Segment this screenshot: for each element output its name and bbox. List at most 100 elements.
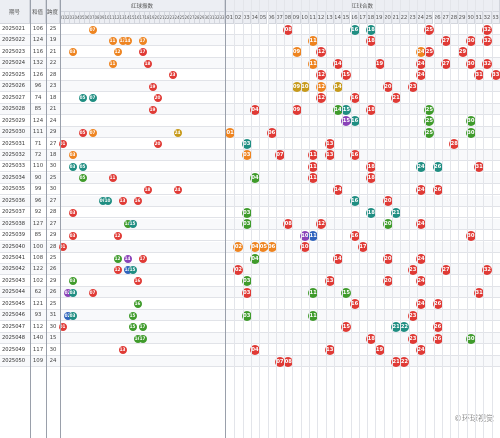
- ball-red-agg: 29: [457, 47, 468, 58]
- period-cell: 2025030: [2, 129, 26, 136]
- ball-red-agg: 24: [416, 161, 427, 172]
- col-header-a: 10: [105, 12, 110, 24]
- ball-red-dist: 17: [138, 36, 147, 45]
- col-header-a: 18: [145, 12, 150, 24]
- ball-red-dist: 15: [128, 265, 137, 274]
- sum-cell: 121: [32, 300, 44, 307]
- col-header-b: 28: [450, 12, 459, 24]
- ball-red-dist: 17: [138, 323, 147, 332]
- col-header-a: 33: [220, 12, 225, 24]
- sum-cell: 116: [32, 48, 44, 55]
- ball-red-dist: 13: [118, 346, 127, 355]
- sum-cell: 127: [32, 220, 44, 227]
- span-cell: 24: [49, 358, 57, 365]
- table-row: 2025032 72 18 03 03 07 11 13 16: [0, 149, 500, 161]
- span-cell: 28: [49, 71, 57, 78]
- header-span: 跨度: [46, 0, 60, 24]
- grid-line: [309, 0, 310, 438]
- span-cell: 26: [49, 266, 57, 273]
- col-header-b: 09: [292, 12, 301, 24]
- col-header-b: 14: [333, 12, 343, 24]
- ball-red-agg: 12: [316, 93, 327, 104]
- sum-cell: 72: [34, 151, 42, 158]
- ball-red-agg: 04: [250, 242, 261, 253]
- ball-red-agg: 21: [391, 93, 402, 104]
- col-header-b: 07: [275, 12, 285, 24]
- ball-red-agg: 11: [308, 230, 319, 241]
- span-cell: 24: [49, 117, 57, 124]
- col-header-a: 23: [170, 12, 175, 24]
- ball-red-agg: 11: [308, 161, 319, 172]
- ball-red-dist: 11: [108, 174, 117, 183]
- ball-red-agg: 20: [382, 196, 393, 207]
- sum-cell: 132: [32, 60, 44, 67]
- span-cell: 29: [49, 232, 57, 239]
- span-cell: 25: [49, 26, 57, 32]
- ball-red-agg: 08: [283, 24, 294, 35]
- ball-red-agg: 04: [250, 173, 261, 184]
- ball-red-dist: 18: [143, 59, 152, 68]
- grid-line: [267, 0, 269, 438]
- table-row: 2025031 71 27 01 20 03 13 28: [0, 139, 500, 150]
- ball-red-agg: 32: [482, 58, 493, 69]
- col-header-b: 20: [383, 12, 392, 24]
- col-header-b: 17: [358, 12, 368, 24]
- col-header-a: 31: [210, 12, 215, 24]
- ball-red-agg: 24: [416, 58, 427, 69]
- ball-red-dist: 05: [78, 174, 87, 183]
- col-header-b: 13: [325, 12, 334, 24]
- grid-line: [400, 0, 402, 438]
- table-row: 2025047 112 30 01 15 17 15 21 22 26: [0, 322, 500, 333]
- ball-red-agg: 09: [291, 81, 302, 92]
- table-row: 2025028 85 21 19 04 09 14 15 18 25: [0, 104, 500, 116]
- period-cell: 2025022: [2, 37, 26, 44]
- sum-cell: 106: [32, 26, 44, 32]
- sum-cell: 109: [32, 358, 44, 365]
- ball-red-agg: 21: [391, 207, 402, 218]
- ball-red-dist: 16: [133, 197, 142, 206]
- ball-red-dist: 19: [148, 105, 157, 114]
- span-cell: 30: [49, 323, 57, 330]
- ball-red-dist: 16: [133, 277, 142, 286]
- grid-line: [383, 0, 385, 438]
- ball-red-agg: 06: [266, 127, 277, 138]
- ball-red-agg: 24: [416, 299, 427, 310]
- period-cell: 2025047: [2, 323, 26, 330]
- col-header-a: 01: [60, 12, 65, 24]
- ball-red-agg: 13: [324, 139, 335, 149]
- ball-red-agg: 14: [333, 81, 344, 92]
- ball-red-agg: 23: [407, 264, 418, 275]
- ball-red-dist: 17: [138, 48, 147, 57]
- ball-red-dist: 12: [113, 48, 122, 57]
- ball-red-agg: 24: [416, 70, 427, 81]
- ball-red-agg: 02: [233, 264, 244, 275]
- ball-red-dist: 11: [108, 59, 117, 68]
- ball-red-agg: 30: [465, 127, 476, 138]
- col-header-a: 24: [175, 12, 180, 24]
- grid-line: [392, 0, 393, 438]
- header-sum: 和值: [30, 0, 46, 24]
- ball-red-dist: 24: [173, 185, 182, 194]
- ball-red-agg: 20: [382, 81, 393, 92]
- col-header-a: 04: [75, 12, 80, 24]
- span-cell: 25: [49, 300, 57, 307]
- col-header-a: 14: [125, 12, 130, 24]
- ball-red-agg: 04: [250, 253, 261, 264]
- ball-red-agg: 05: [258, 242, 269, 253]
- ball-red-agg: 26: [432, 322, 443, 333]
- ball-red-dist: 14: [123, 254, 132, 263]
- col-header-a: 20: [155, 12, 160, 24]
- ball-red-agg: 13: [324, 345, 335, 356]
- ball-red-agg: 30: [465, 333, 476, 344]
- grid-line: [342, 0, 344, 438]
- col-header-b: 05: [259, 12, 268, 24]
- ball-red-agg: 11: [308, 310, 319, 321]
- ball-red-dist: 03: [68, 288, 77, 297]
- ball-red-agg: 15: [341, 322, 352, 333]
- grid-line: [325, 0, 327, 438]
- span-cell: 18: [49, 151, 57, 158]
- ball-red-agg: 10: [299, 242, 310, 253]
- ball-red-agg: 07: [274, 150, 285, 161]
- span-cell: 26: [49, 289, 57, 296]
- ball-red-agg: 28: [449, 139, 460, 149]
